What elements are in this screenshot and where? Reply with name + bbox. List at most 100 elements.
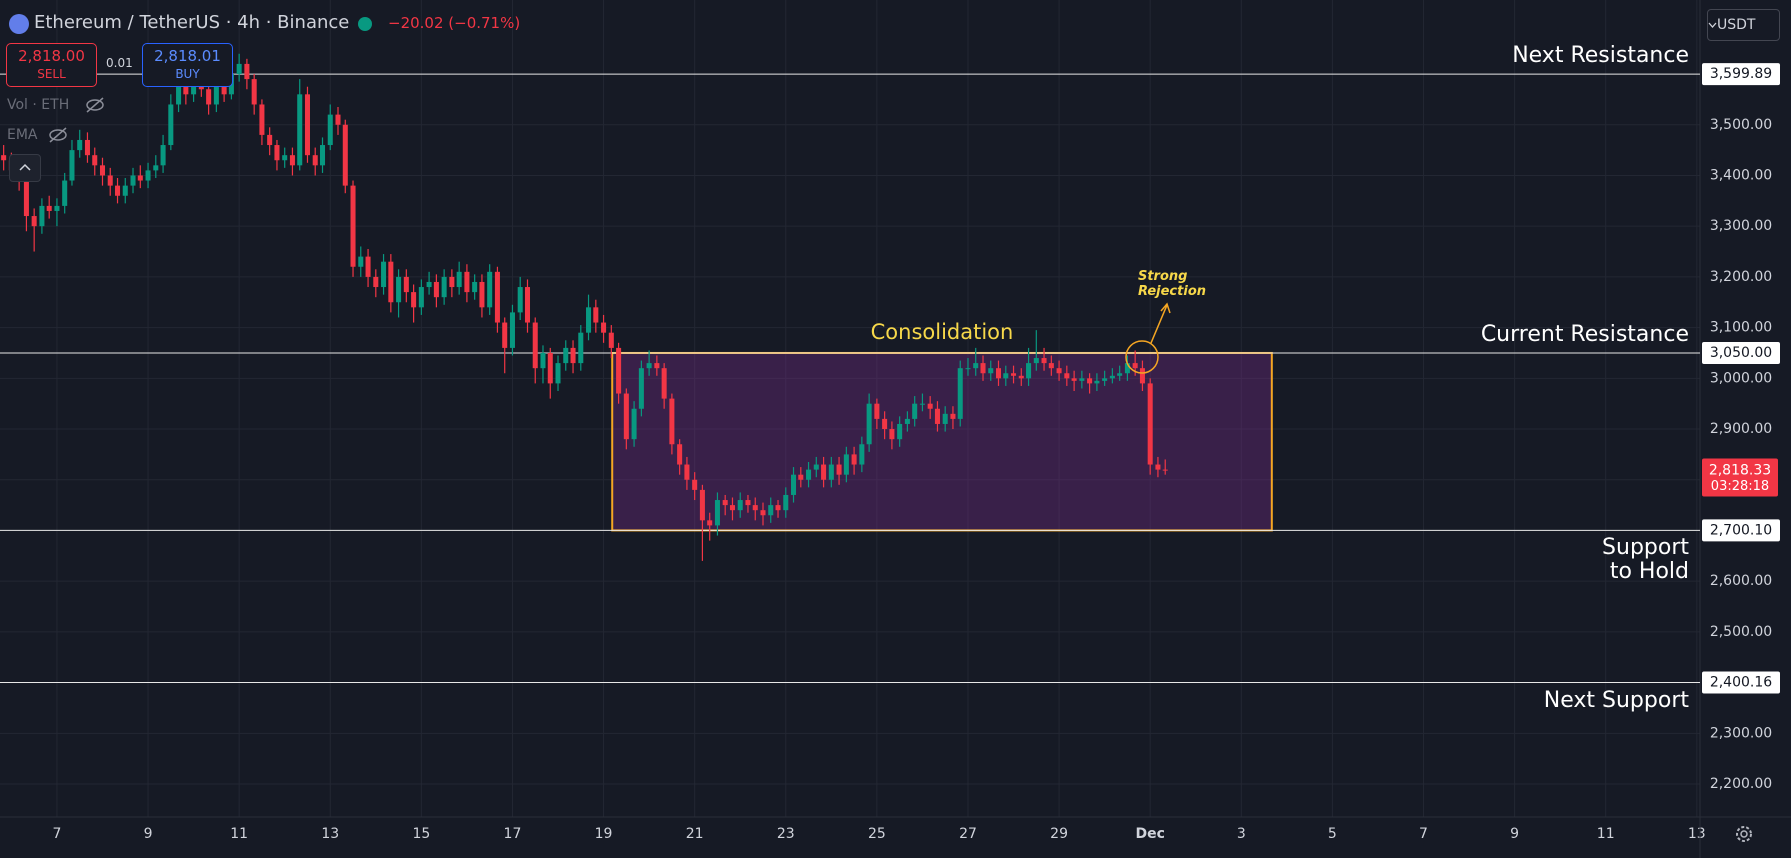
candle-body xyxy=(1041,358,1047,364)
candle-body xyxy=(623,393,629,440)
candle-body xyxy=(570,347,576,364)
candle-body xyxy=(251,79,257,105)
candle-body xyxy=(54,205,60,211)
candle-body xyxy=(601,322,607,333)
candle-body xyxy=(547,352,553,384)
candle-body xyxy=(92,155,98,166)
candle-body xyxy=(934,408,940,424)
candle-body xyxy=(1109,375,1115,379)
buy-button[interactable]: 2,818.01 BUY xyxy=(142,43,233,87)
collapse-button[interactable] xyxy=(9,154,41,182)
candle-body xyxy=(851,454,857,465)
candle-body xyxy=(403,276,409,293)
candle-body xyxy=(1147,383,1153,465)
candle-body xyxy=(760,510,766,516)
x-tick-label: 13 xyxy=(321,826,339,842)
y-tick-label: 2,200.00 xyxy=(1710,776,1772,792)
level-price-label: 2,400.16 xyxy=(1710,675,1772,691)
candle-body xyxy=(1,155,7,161)
candle-body xyxy=(866,403,872,445)
candle-body xyxy=(669,398,675,445)
level-name: Support to Hold xyxy=(1602,535,1689,585)
candle-body xyxy=(1139,368,1145,384)
x-tick-label: 15 xyxy=(412,826,430,842)
candle-body xyxy=(874,403,880,419)
candle-body xyxy=(882,418,888,430)
candle-body xyxy=(524,287,531,323)
candle-body xyxy=(729,505,735,511)
level-name: Next Resistance xyxy=(1512,43,1689,69)
candle-body xyxy=(1071,378,1077,381)
candle-body xyxy=(654,363,660,369)
candle-body xyxy=(768,505,774,516)
indicator-ema[interactable]: EMA xyxy=(7,127,38,143)
x-tick-label: 29 xyxy=(1050,826,1068,842)
level-name: Current Resistance xyxy=(1480,321,1689,347)
sell-button[interactable]: 2,818.00 SELL xyxy=(6,43,97,87)
candle-body xyxy=(965,368,971,370)
annotation-text: Strong Rejection xyxy=(1137,269,1206,300)
candle-body xyxy=(631,408,637,440)
candle-body xyxy=(1117,373,1123,376)
candle-body xyxy=(806,469,812,480)
level-name: Next Support xyxy=(1543,687,1689,713)
x-tick-label: 19 xyxy=(595,826,613,842)
x-tick-label: 17 xyxy=(504,826,522,842)
currency: USDT xyxy=(1717,17,1756,33)
candle-body xyxy=(267,134,273,146)
candle-body xyxy=(236,63,242,75)
zone-label: Consolidation xyxy=(871,320,1014,344)
candle-body xyxy=(745,500,751,506)
candle-body xyxy=(586,307,592,333)
hide-icon[interactable] xyxy=(84,96,106,114)
candle-body xyxy=(1026,363,1032,379)
y-tick-label: 2,500.00 xyxy=(1710,624,1772,640)
x-tick-label: 3 xyxy=(1237,826,1246,842)
candle-body xyxy=(176,84,182,105)
candle-body xyxy=(206,89,212,105)
candle-body xyxy=(183,84,189,95)
settings-icon[interactable] xyxy=(1733,823,1755,845)
candle-body xyxy=(509,312,515,348)
candle-body xyxy=(1003,373,1009,379)
currency-dropdown[interactable]: USDT xyxy=(1707,9,1780,41)
candle-body xyxy=(479,281,485,308)
eth-icon xyxy=(9,14,29,34)
candle-body xyxy=(46,205,52,211)
candle-body xyxy=(115,185,121,196)
candle-body xyxy=(62,180,68,206)
candle-body xyxy=(843,454,849,475)
y-tick-label: 2,300.00 xyxy=(1710,725,1772,741)
hide-icon[interactable] xyxy=(47,126,69,144)
candle-body xyxy=(107,175,113,186)
x-tick-label: 9 xyxy=(144,826,153,842)
candle-body xyxy=(160,145,166,166)
candle-body xyxy=(289,155,295,166)
level-price-label: 3,050.00 xyxy=(1710,345,1772,361)
candle-body xyxy=(692,479,698,490)
candle-body xyxy=(897,423,903,440)
candle-body xyxy=(145,170,151,181)
candle-body xyxy=(327,114,333,146)
candle-body xyxy=(646,363,652,369)
market-status xyxy=(358,17,372,31)
candle-body xyxy=(168,104,174,146)
candle-body xyxy=(221,84,227,95)
candle-body xyxy=(555,363,561,384)
consolidation-zone xyxy=(611,351,1273,532)
candle-body xyxy=(31,216,37,227)
candle-body xyxy=(1087,378,1093,384)
indicator-vol[interactable]: Vol · ETH xyxy=(7,97,70,113)
candle-body xyxy=(282,155,288,161)
candle-body xyxy=(39,205,45,227)
candle-body xyxy=(213,84,219,105)
candle-body xyxy=(396,276,402,303)
last-price-label: 2,818.33 xyxy=(1709,462,1771,478)
candle-body xyxy=(69,150,75,181)
last-price-tag xyxy=(1702,458,1778,497)
candle-body xyxy=(517,287,523,313)
level-price-tag xyxy=(1702,63,1780,86)
candle-body xyxy=(1064,373,1070,379)
symbol-title[interactable]: Ethereum / TetherUS · 4h · Binance xyxy=(34,12,350,33)
